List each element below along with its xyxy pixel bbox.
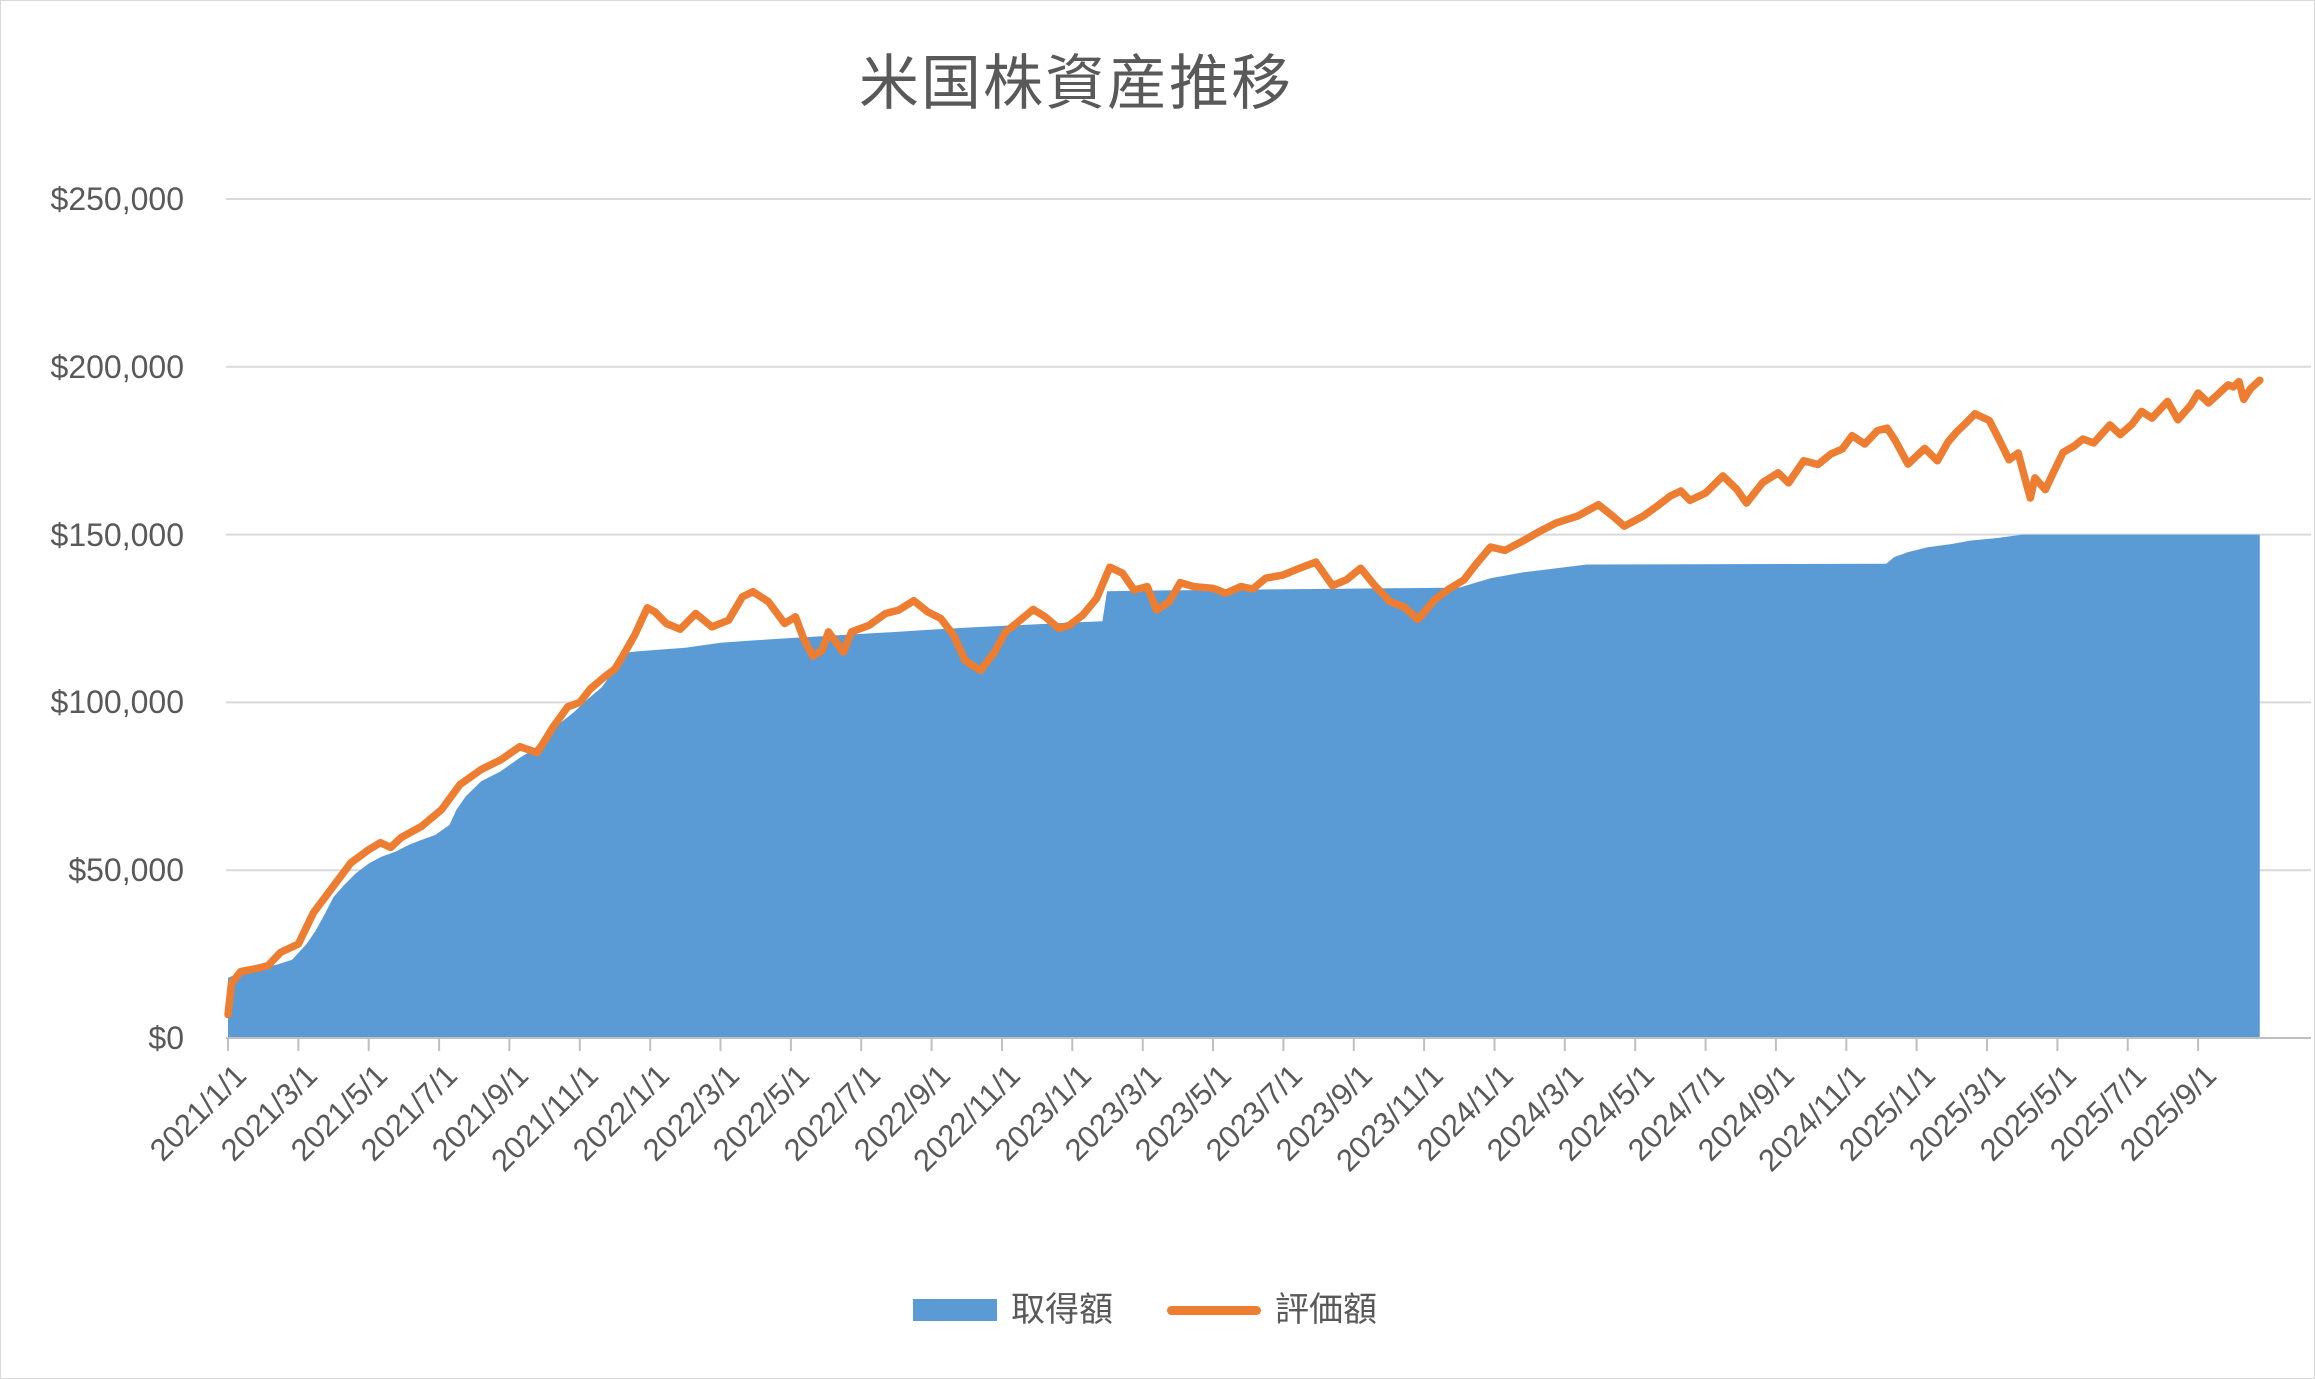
legend-label-valuation: 評価額 [1275, 1291, 1377, 1329]
y-axis-label: $0 [148, 1020, 184, 1056]
chart-title: 米国株資産推移 [859, 50, 1293, 117]
acquisition-area-swatch [913, 1299, 997, 1321]
legend: 取得額 評価額 [913, 1293, 1377, 1327]
legend-item-acquisition: 取得額 [913, 1293, 1113, 1327]
y-axis-label: $200,000 [50, 348, 184, 385]
y-axis-label: $100,000 [50, 684, 184, 721]
valuation-line-swatch [1167, 1305, 1261, 1315]
y-axis-label: $250,000 [50, 181, 184, 217]
acquisition-area-series [228, 534, 2260, 1037]
legend-item-valuation: 評価額 [1167, 1293, 1377, 1327]
valuation-line-series [224, 376, 2264, 1019]
y-axis-label: $50,000 [68, 852, 184, 889]
y-axis-label: $150,000 [50, 516, 184, 553]
legend-label-acquisition: 取得額 [1011, 1291, 1113, 1329]
